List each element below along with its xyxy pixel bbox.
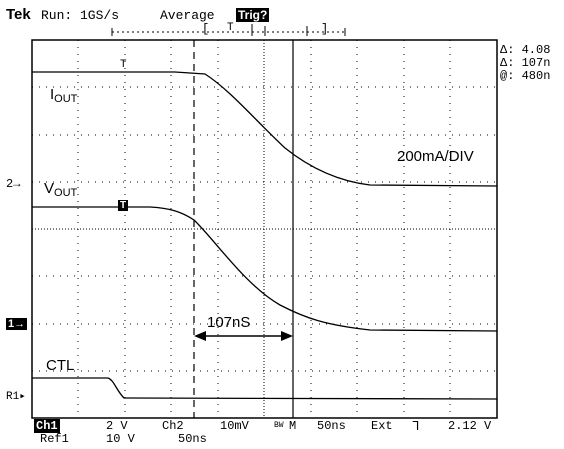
vout-label-sub: OUT [54,187,78,199]
acquisition-mode: Average [160,8,215,23]
brand-label: Tek [6,6,31,23]
ch2-channel-label: Ch2 [162,419,184,433]
trigger-source: Ext [371,419,393,433]
iout-label-main: I [50,86,55,103]
bandwidth-limit-icon: BW [274,421,284,430]
vout-label-main: V [44,180,55,197]
delta-voltage-readout: Δ: 4.08 [500,43,551,57]
measurement-label: 107nS [207,314,251,331]
iout-label-sub: OUT [54,93,78,105]
trigger-status-badge: Trig? [236,7,270,22]
vout-label: VOUT [44,180,77,199]
iout-trace [32,71,498,187]
ch1-channel-text: Ch1 [34,419,60,433]
vout-trigger-marker: T [118,195,129,213]
measure-arrow-right [281,331,293,341]
iout-label: IOUT [50,86,77,105]
trigger-slope-icon: ᒣ [412,420,420,434]
current-scale-label: 200mA/DIV [397,148,474,165]
cursor-position-readout: @: 480n [500,69,551,83]
ch2-ground-marker: 2→ [6,177,21,191]
ctl-label: CTL [46,357,75,374]
trigger-status-text: Trig? [236,8,270,22]
ctl-trace [32,377,498,400]
ch1-ground-marker: 1→ [6,318,28,330]
ref1-marker: R1▸ [6,391,26,403]
ch1-scale: 2 V [106,419,128,433]
ref1-label: Ref1 [40,432,69,446]
delta-time-readout: Δ: 107n [500,56,551,70]
trigger-level: 2.12 V [448,419,492,433]
record-trigger-marker: T [227,22,234,34]
ch1-channel-label: Ch1 [34,419,60,433]
run-status: Run: 1GS/s [41,8,120,23]
ref1-time: 50ns [178,432,207,446]
measure-arrow-left [194,331,206,341]
ch2-scale: 10mV [220,419,249,433]
vout-trace [32,206,498,332]
timebase-value: 50ns [317,419,346,433]
ref1-scale: 10 V [106,432,135,446]
record-bracket-right: ] [321,22,329,36]
timebase-label: M [289,419,297,433]
vout-trigger-marker-text: T [118,200,129,211]
iout-trigger-marker: T [120,59,127,71]
ch1-ground-marker-text: 1→ [6,318,28,330]
record-bracket-left: [ [202,22,210,36]
